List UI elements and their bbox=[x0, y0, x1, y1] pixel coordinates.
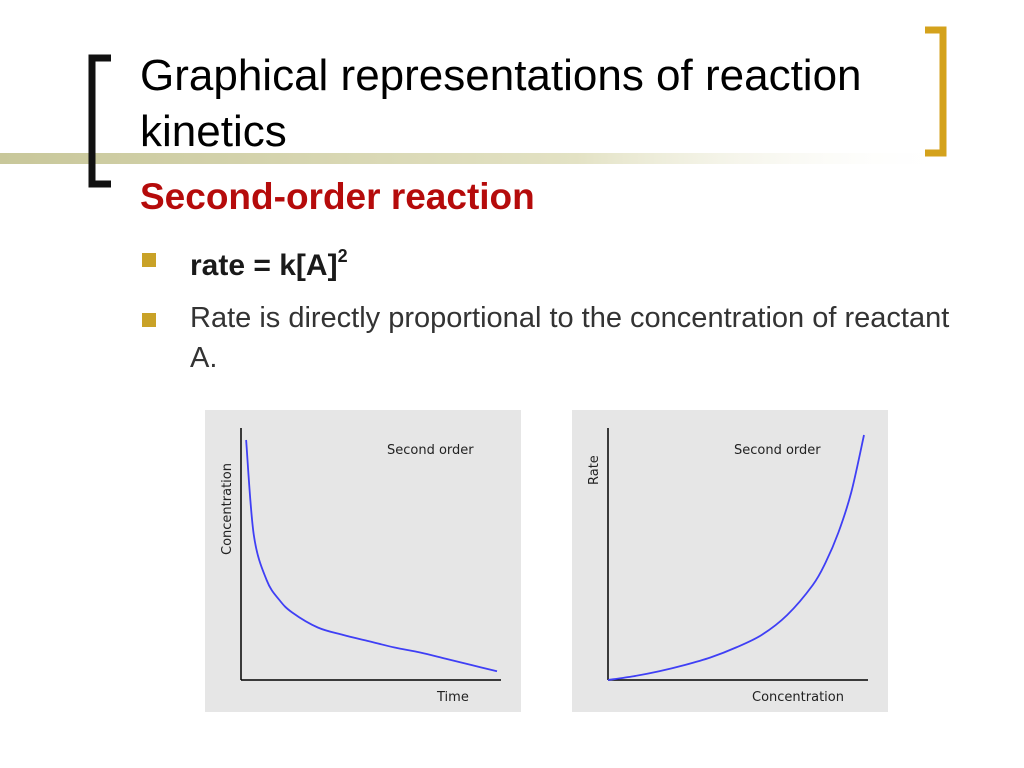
chart-rate-vs-concentration: Second order Concentration Rate bbox=[572, 410, 888, 712]
rate-law-text: rate = k[A] bbox=[190, 249, 338, 282]
bullet-square-icon bbox=[142, 313, 156, 327]
title-band bbox=[0, 153, 960, 164]
description-text: Rate is directly proportional to the con… bbox=[190, 302, 950, 374]
y-axis-label: Concentration bbox=[220, 463, 235, 555]
bullet-list: rate = k[A]2 Rate is directly proportion… bbox=[140, 238, 980, 378]
series-line bbox=[607, 434, 865, 681]
x-axis-label: Time bbox=[436, 690, 469, 705]
x-axis-label: Concentration bbox=[752, 690, 844, 705]
chart-concentration-vs-time: Second order Time Concentration bbox=[205, 410, 521, 712]
rate-law-exponent: 2 bbox=[337, 246, 348, 266]
chart-svg-concentration: Second order Time Concentration bbox=[220, 428, 501, 705]
chart-label: Second order bbox=[734, 443, 821, 458]
bullet-rate-law: rate = k[A]2 bbox=[140, 238, 980, 286]
bullet-description: Rate is directly proportional to the con… bbox=[140, 298, 980, 378]
y-axis-label: Rate bbox=[587, 455, 602, 485]
right-bracket-icon bbox=[925, 26, 947, 157]
bullet-square-icon bbox=[142, 253, 156, 267]
chart-svg-rate: Second order Concentration Rate bbox=[587, 428, 868, 705]
left-bracket-icon bbox=[88, 54, 111, 188]
slide-subtitle: Second-order reaction bbox=[140, 176, 535, 217]
page-title: Graphical representations of reaction ki… bbox=[140, 51, 862, 156]
series-line bbox=[245, 439, 498, 673]
chart-label: Second order bbox=[387, 443, 474, 458]
